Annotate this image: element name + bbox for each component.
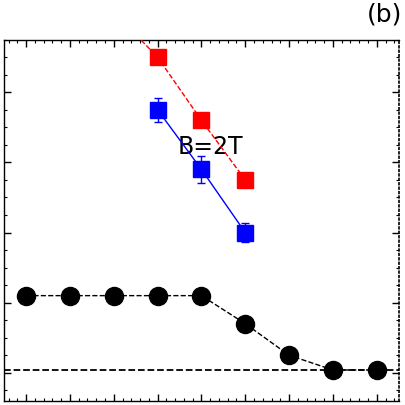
Text: B=2T: B=2T [177,134,243,158]
Text: (b): (b) [367,2,402,26]
